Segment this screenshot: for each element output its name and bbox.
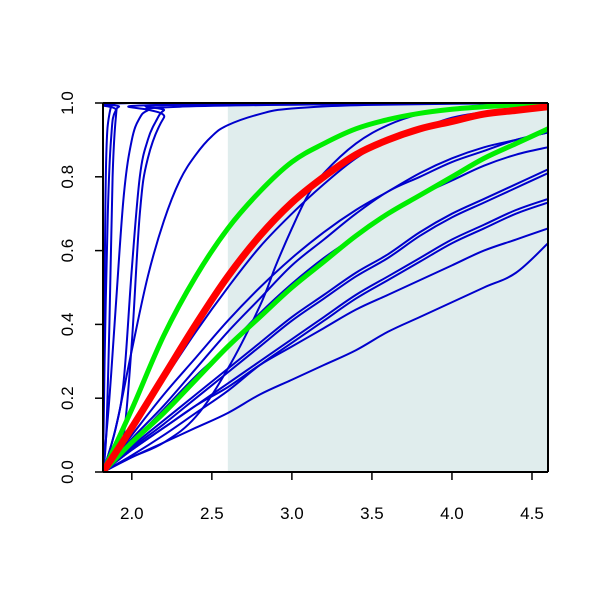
series-line-sample-13 <box>103 201 548 472</box>
y-tick-label-1: 0.2 <box>58 386 77 410</box>
y-tick-label-2: 0.4 <box>58 313 77 337</box>
series-line-sample-12 <box>103 227 548 472</box>
series-line-sample-14 <box>103 242 548 472</box>
series-line-sample-8 <box>103 146 548 472</box>
x-tick-label-0: 2.0 <box>120 504 144 523</box>
y-tick-label-3: 0.6 <box>58 239 77 263</box>
x-tick-label-1: 2.5 <box>200 504 224 523</box>
series-line-sample-16 <box>103 131 548 472</box>
series-line-main-20 <box>103 103 548 472</box>
x-tick-label-2: 3.0 <box>280 504 304 523</box>
shaded-region <box>227 103 548 472</box>
x-tick-label-3: 3.5 <box>360 504 384 523</box>
series-line-sample-2 <box>103 103 548 472</box>
series-line-sample-10 <box>103 172 548 472</box>
series-line-bound-19 <box>103 126 548 472</box>
series-line-sample-1 <box>103 103 548 472</box>
series-line-sample-6 <box>103 103 548 472</box>
series-line-sample-4 <box>103 103 548 472</box>
series-layer <box>103 103 548 472</box>
x-tick-label-5: 4.5 <box>520 504 544 523</box>
y-tick-label-0: 0.0 <box>58 460 77 484</box>
x-tick-label-4: 4.0 <box>440 504 464 523</box>
series-line-bound-18 <box>103 103 548 472</box>
y-tick-label-5: 1.0 <box>58 91 77 115</box>
axes-layer: 2.0 2.5 3.0 3.5 4.0 4.5 0.0 0.2 0.4 0.6 0.8 1.0 <box>58 91 549 523</box>
plot-area <box>103 103 548 472</box>
y-tick-label-4: 0.8 <box>58 165 77 189</box>
series-line-sample-9 <box>103 168 548 472</box>
shaded-region-layer <box>227 103 548 472</box>
series-line-sample-7 <box>103 131 548 472</box>
